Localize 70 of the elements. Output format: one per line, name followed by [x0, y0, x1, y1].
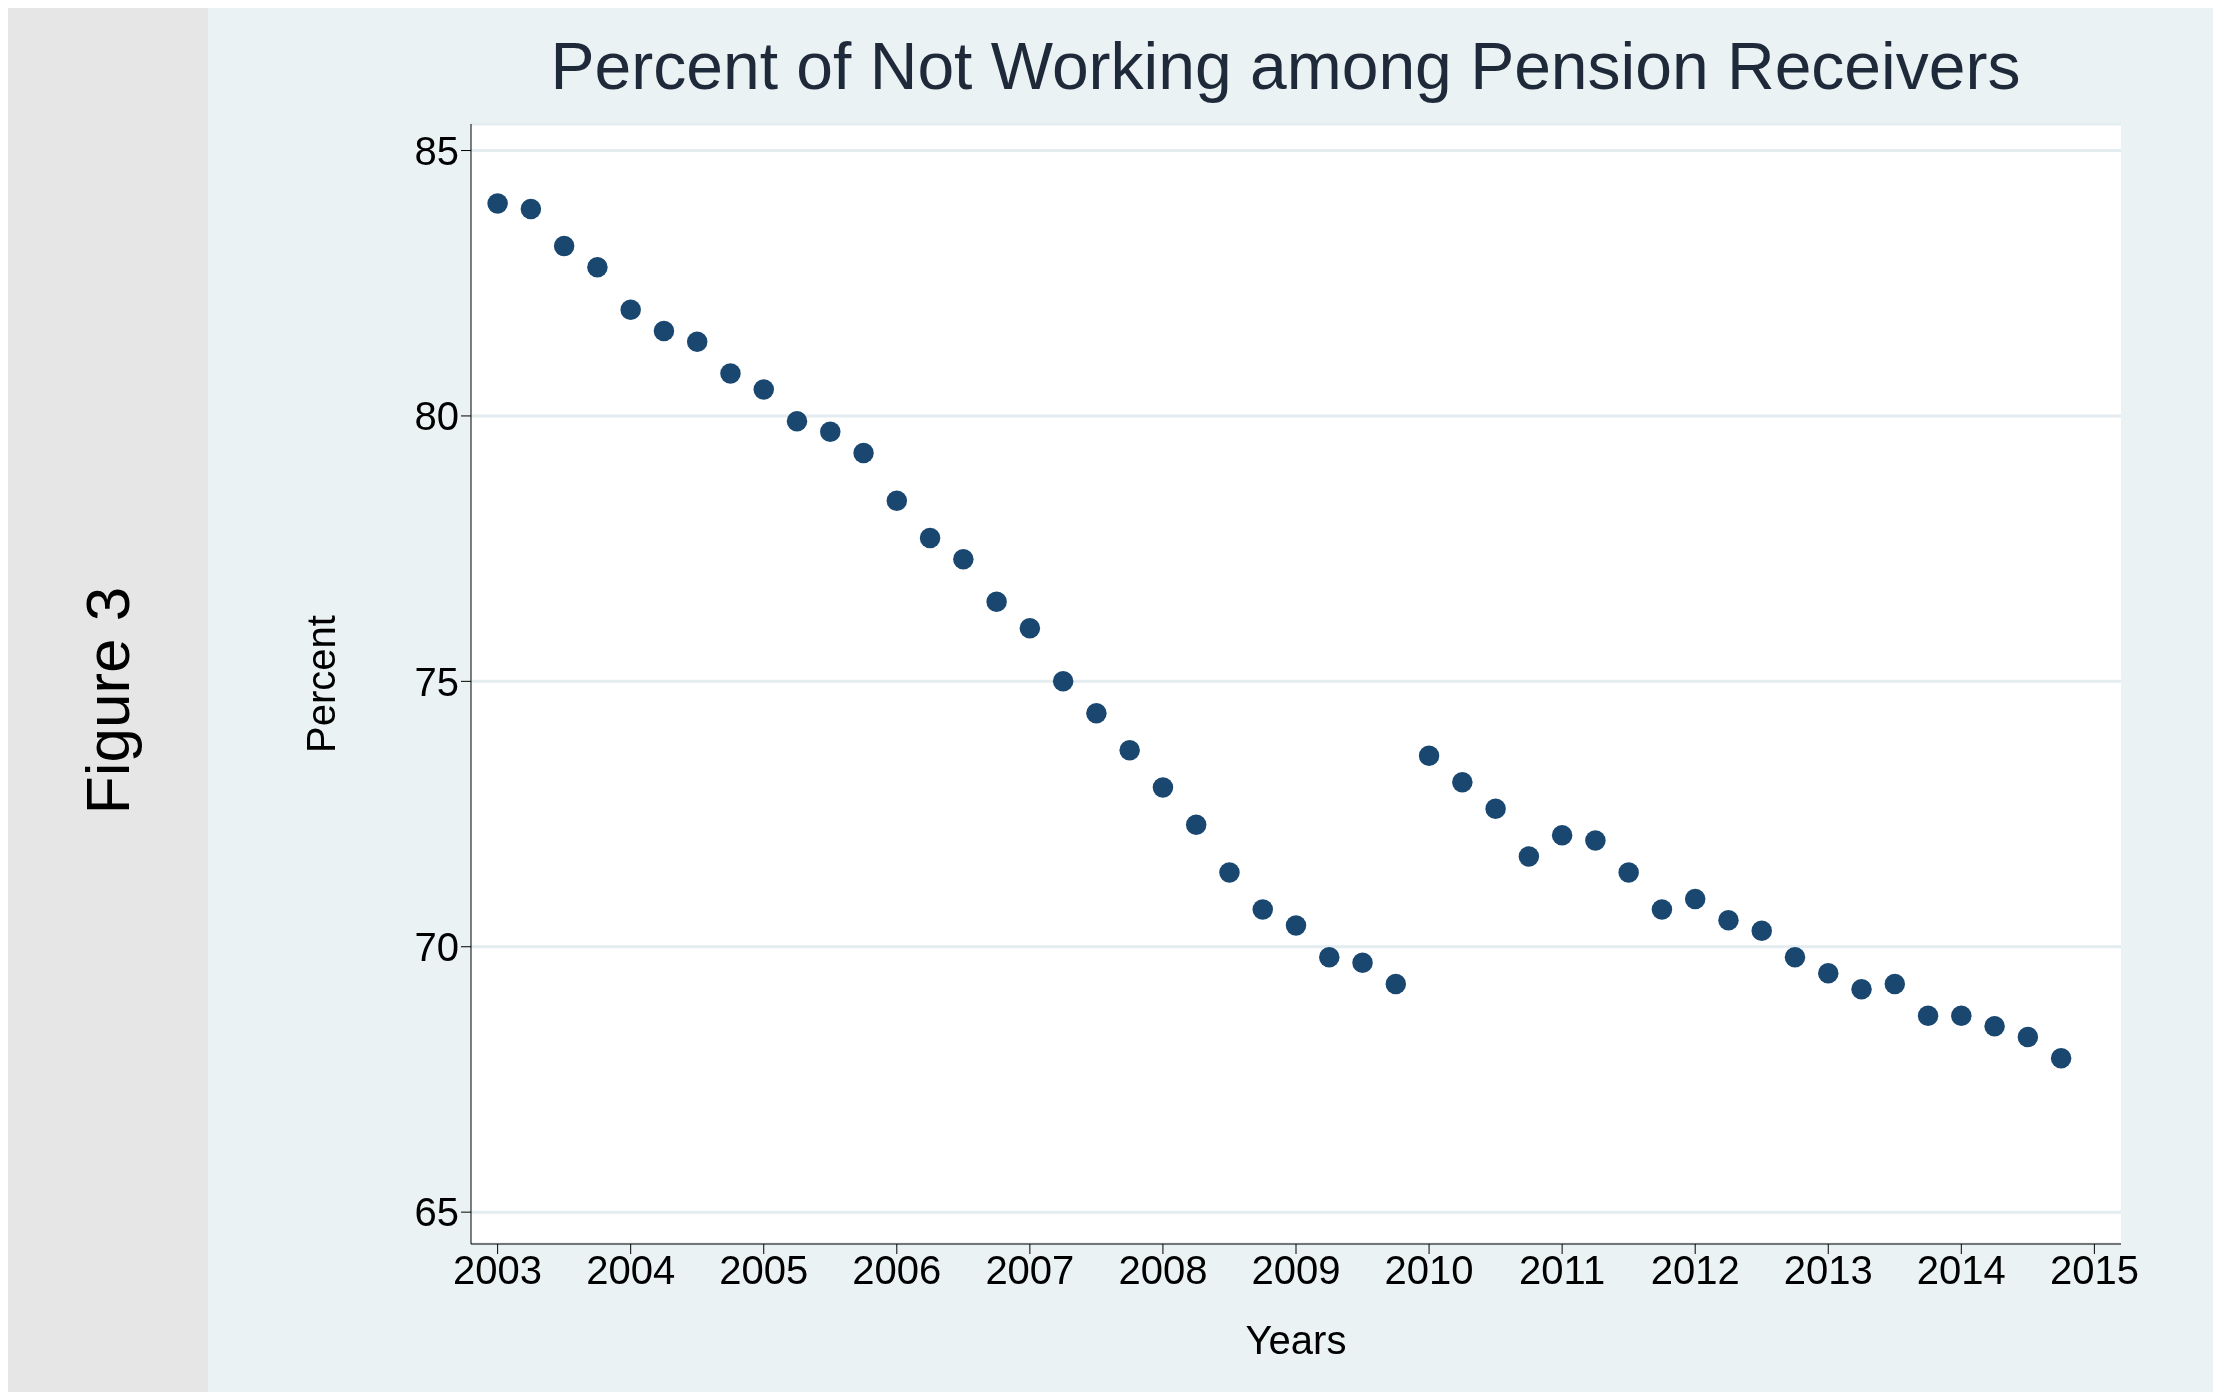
- point: [1584, 830, 1606, 851]
- point: [1817, 963, 1839, 984]
- point: [1684, 888, 1705, 910]
- x-tick-label: 2013: [1783, 1248, 1873, 1293]
- y-tick-label: 80: [414, 394, 459, 439]
- point: [686, 331, 707, 352]
- point: [852, 442, 874, 464]
- point: [886, 490, 907, 512]
- point: [1152, 777, 1173, 798]
- point: [719, 363, 741, 384]
- point: [1085, 702, 1107, 724]
- point: [1118, 740, 1140, 761]
- point: [1251, 899, 1273, 920]
- point: [985, 591, 1007, 612]
- x-tick-label: 2015: [2049, 1248, 2139, 1293]
- point: [2050, 1047, 2071, 1069]
- point: [653, 320, 674, 342]
- point: [1617, 862, 1639, 883]
- x-tick-label: 2012: [1650, 1248, 1740, 1293]
- x-tick-label: 2003: [452, 1248, 542, 1293]
- x-tick-label: 2005: [718, 1248, 808, 1293]
- point: [1884, 973, 1905, 995]
- point: [1351, 952, 1373, 973]
- point: [1651, 899, 1672, 920]
- point: [1052, 671, 1073, 692]
- point: [1983, 1016, 2005, 1037]
- point: [1185, 814, 1206, 835]
- point: [1484, 798, 1506, 819]
- x-tick-label: 2009: [1251, 1248, 1340, 1293]
- point: [1750, 920, 1772, 942]
- caption: Figure 3: [72, 586, 144, 814]
- point: [1318, 947, 1340, 968]
- x-tick-label: 2011: [1518, 1248, 1605, 1293]
- point: [919, 527, 940, 549]
- point: [1385, 973, 1406, 995]
- point: [1717, 909, 1739, 931]
- x-tick-label: 2014: [1916, 1248, 2006, 1293]
- x-axis-title: Years: [1245, 1318, 1346, 1362]
- point: [1019, 618, 1040, 639]
- point: [1784, 947, 1805, 968]
- point: [952, 549, 974, 570]
- point: [1917, 1005, 1938, 1026]
- y-axis-title: Percent: [298, 615, 343, 753]
- point: [819, 421, 841, 443]
- y-tick-label: 65: [414, 1190, 459, 1235]
- point: [1518, 846, 1539, 867]
- point: [786, 411, 807, 432]
- x-tick-label: 2008: [1117, 1248, 1207, 1293]
- point: [1218, 862, 1240, 883]
- x-tick-label: 2006: [851, 1248, 941, 1293]
- point: [1418, 745, 1439, 766]
- point: [619, 299, 641, 321]
- point: [1285, 915, 1306, 936]
- point: [752, 379, 774, 400]
- point: [486, 193, 508, 214]
- x-tick-label: 2004: [585, 1248, 675, 1293]
- point: [2017, 1026, 2038, 1048]
- y-tick-label: 70: [414, 924, 459, 969]
- chart-title: Percent of Not Working among Pension Receivers: [549, 28, 2021, 105]
- x-tick-label: 2010: [1384, 1248, 1474, 1293]
- point: [586, 257, 608, 278]
- y-tick-label: 85: [414, 128, 459, 173]
- point: [1551, 825, 1572, 846]
- point: [1451, 771, 1473, 793]
- x-tick-label: 2007: [984, 1248, 1074, 1293]
- point: [1850, 978, 1872, 1000]
- point: [520, 198, 541, 220]
- point: [553, 235, 574, 257]
- y-tick-label: 75: [414, 659, 459, 704]
- point: [1950, 1005, 1972, 1026]
